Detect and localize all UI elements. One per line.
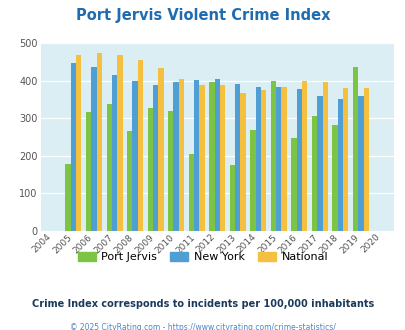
Bar xyxy=(96,53,102,231)
Bar xyxy=(168,111,173,231)
Bar xyxy=(322,82,327,231)
Bar xyxy=(158,69,163,231)
Bar xyxy=(70,63,76,231)
Bar xyxy=(214,79,220,231)
Bar xyxy=(281,87,286,231)
Bar xyxy=(132,81,137,231)
Bar xyxy=(127,131,132,231)
Legend: Port Jervis, New York, National: Port Jervis, New York, National xyxy=(73,248,332,267)
Bar xyxy=(91,67,96,231)
Bar xyxy=(194,80,199,231)
Text: Crime Index corresponds to incidents per 100,000 inhabitants: Crime Index corresponds to incidents per… xyxy=(32,299,373,309)
Bar xyxy=(153,85,158,231)
Bar xyxy=(352,67,357,231)
Bar xyxy=(301,81,307,231)
Bar xyxy=(117,55,122,231)
Bar xyxy=(357,96,363,231)
Bar xyxy=(220,85,225,231)
Bar xyxy=(337,99,342,231)
Bar xyxy=(112,75,117,231)
Bar xyxy=(296,89,301,231)
Bar xyxy=(106,104,112,231)
Bar xyxy=(342,88,347,231)
Bar xyxy=(363,88,368,231)
Bar xyxy=(65,164,70,231)
Bar xyxy=(173,82,178,231)
Bar xyxy=(76,54,81,231)
Bar xyxy=(86,112,91,231)
Bar xyxy=(291,138,296,231)
Bar xyxy=(199,85,204,231)
Bar xyxy=(260,89,266,231)
Bar xyxy=(234,83,240,231)
Bar xyxy=(270,81,275,231)
Text: Port Jervis Violent Crime Index: Port Jervis Violent Crime Index xyxy=(76,8,329,23)
Text: © 2025 CityRating.com - https://www.cityrating.com/crime-statistics/: © 2025 CityRating.com - https://www.city… xyxy=(70,323,335,330)
Bar xyxy=(178,79,184,231)
Bar xyxy=(188,154,194,231)
Bar xyxy=(229,165,234,231)
Bar xyxy=(240,92,245,231)
Bar xyxy=(147,108,153,231)
Bar xyxy=(209,82,214,231)
Bar xyxy=(255,86,260,231)
Bar xyxy=(316,96,322,231)
Bar xyxy=(137,60,143,231)
Bar xyxy=(311,115,316,231)
Bar xyxy=(332,125,337,231)
Bar xyxy=(249,130,255,231)
Bar xyxy=(275,87,281,231)
